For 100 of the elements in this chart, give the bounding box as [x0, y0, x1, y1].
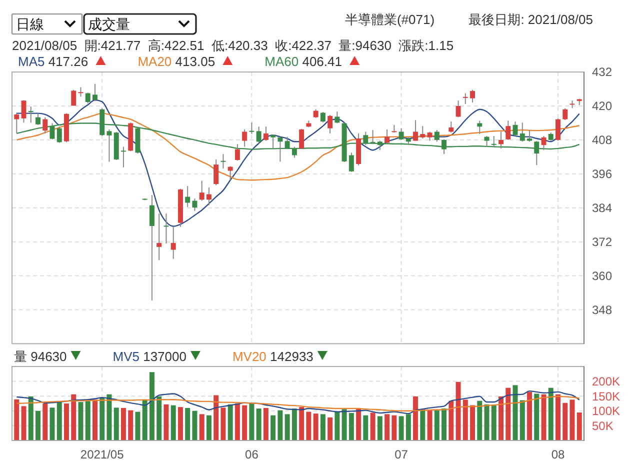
bar: [114, 408, 119, 440]
candlestick: [462, 92, 468, 104]
bar: [299, 407, 304, 440]
candlestick: [320, 111, 326, 123]
bar: [334, 412, 340, 440]
candlestick: [384, 128, 390, 144]
candlestick: [363, 131, 368, 146]
candlestick: [206, 186, 212, 206]
candlestick: [21, 100, 26, 124]
bar: [199, 414, 204, 440]
bar: [234, 404, 240, 440]
bar: [128, 410, 134, 440]
candlestick: [71, 89, 76, 106]
candlestick: [413, 120, 418, 142]
candlestick: [484, 135, 490, 148]
bar: [484, 404, 490, 440]
bar: [214, 395, 219, 440]
y-tick-label: 150K: [592, 389, 620, 404]
y-tick-label: 396: [592, 167, 612, 182]
candlestick: [156, 213, 162, 261]
bar: [398, 416, 404, 440]
bar: [185, 408, 190, 440]
bar: [384, 414, 390, 440]
text: MA20 413.05: [138, 54, 216, 69]
y-tick-label: 408: [592, 133, 612, 148]
bar: [406, 414, 411, 440]
text: 成交量: [88, 16, 130, 32]
bar: [491, 405, 496, 440]
bar: [42, 404, 48, 440]
bar: [470, 405, 476, 440]
bar: [263, 408, 268, 440]
bar: [306, 412, 312, 440]
candlestick: [106, 128, 112, 162]
bar: [328, 417, 333, 440]
y-tick-label: 100K: [592, 404, 620, 418]
x-tick-label: 08: [551, 448, 565, 462]
bar: [456, 382, 461, 440]
y-tick-label: 420: [592, 99, 612, 114]
candlestick: [164, 213, 169, 244]
bar: [170, 405, 176, 440]
bar: [156, 396, 162, 440]
bar: [56, 401, 62, 440]
candlestick: [28, 106, 34, 124]
bar: [149, 372, 154, 440]
y-tick-label: 432: [592, 65, 612, 80]
candlestick: [334, 111, 340, 124]
candlestick: [348, 152, 354, 172]
candlestick: [556, 118, 560, 142]
bar: [85, 401, 90, 440]
bar: [249, 404, 254, 440]
bar: [348, 412, 354, 440]
bar: [220, 408, 226, 440]
candlestick: [228, 166, 233, 181]
text: 量 94630: [14, 349, 67, 364]
y-tick-label: 372: [592, 235, 612, 250]
candlestick: [506, 120, 511, 140]
candlestick: [234, 144, 240, 162]
candlestick: [491, 135, 496, 148]
bar: [320, 414, 326, 440]
bar: [100, 398, 105, 440]
bar: [71, 394, 76, 440]
candlestick: [427, 131, 432, 142]
bar: [370, 412, 376, 440]
bar: [228, 404, 233, 440]
y-tick-label: 384: [592, 201, 612, 216]
bar: [284, 414, 290, 440]
candlestick: [498, 131, 504, 149]
candlestick: [434, 130, 440, 142]
bar: [556, 394, 560, 440]
text: MV5 137000: [112, 349, 186, 364]
candlestick: [85, 92, 90, 104]
candlestick: [527, 130, 532, 142]
candlestick: [78, 86, 84, 98]
candlestick: [242, 128, 248, 148]
bar: [420, 410, 426, 440]
candlestick: [92, 83, 98, 102]
bar: [135, 412, 140, 440]
bar: [178, 407, 183, 440]
bar: [562, 402, 568, 440]
bar: [534, 394, 540, 440]
bar: [206, 415, 212, 440]
bar: [477, 400, 482, 440]
candlestick: [120, 146, 126, 168]
bar: [342, 409, 347, 440]
bar: [164, 404, 169, 440]
candlestick: [220, 154, 226, 170]
candlestick: [477, 120, 482, 134]
x-tick-label: 07: [394, 448, 408, 462]
bar: [356, 408, 362, 440]
candlestick: [170, 226, 176, 260]
bar: [576, 412, 582, 440]
candlestick: [199, 180, 204, 202]
bar: [192, 410, 198, 440]
bar: [520, 400, 525, 440]
bar: [527, 392, 532, 440]
y-tick-label: 50K: [592, 418, 614, 433]
candlestick: [512, 121, 518, 136]
text: MA60 406.41: [264, 54, 342, 69]
bar: [78, 402, 84, 440]
x-tick-label: 2021/05: [80, 448, 124, 462]
